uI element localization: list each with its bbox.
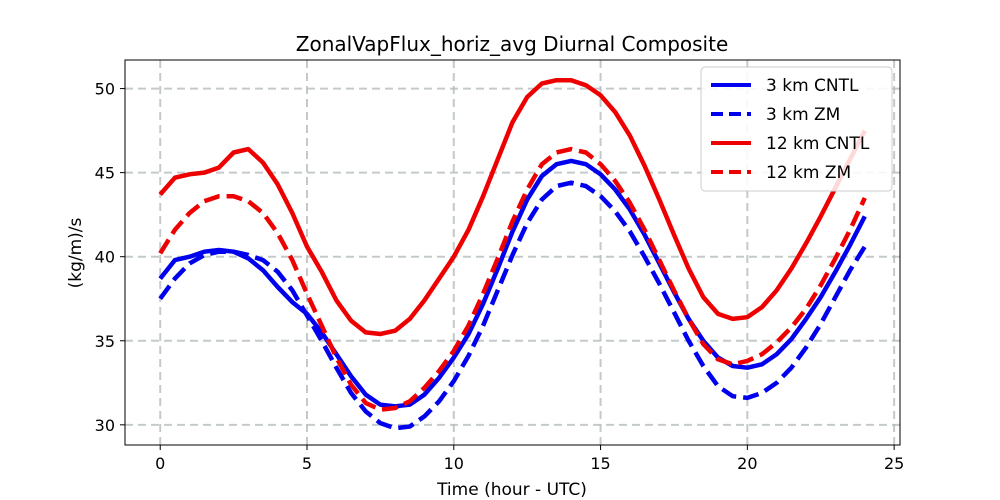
x-tick-label: 25 (884, 454, 904, 473)
series-line-12-km-cntl (158, 77, 867, 337)
legend-label-12km-zm: 12 km ZM (766, 163, 851, 183)
y-tick-label: 35 (95, 332, 115, 351)
y-axis-label: (kg/m)/s (66, 217, 86, 288)
series-line-12-km-zm (158, 146, 867, 412)
legend: 3 km CNTL 3 km ZM 12 km CNTL 12 km ZM (700, 66, 893, 192)
x-tick-label: 0 (155, 454, 165, 473)
x-tick-label: 5 (302, 454, 312, 473)
plot-frame (124, 59, 901, 446)
x-tick-label: 15 (590, 454, 610, 473)
y-tick-label: 45 (95, 164, 115, 183)
y-tick-label: 40 (95, 248, 115, 267)
y-tick-label: 50 (95, 80, 115, 99)
x-tick-label: 20 (737, 454, 757, 473)
series-line-3-km-zm (158, 180, 867, 431)
legend-label-3km-zm: 3 km ZM (766, 105, 840, 125)
x-tick-label: 10 (444, 454, 464, 473)
y-tick-label: 30 (95, 416, 115, 435)
legend-label-3km-cntl: 3 km CNTL (766, 76, 859, 96)
x-axis-label: Time (hour - UTC) (436, 480, 587, 500)
chart-title: ZonalVapFlux_horiz_avg Diurnal Composite (296, 32, 729, 56)
legend-label-12km-cntl: 12 km CNTL (766, 134, 870, 154)
series-line-3-km-cntl (158, 158, 867, 409)
series-layer (158, 77, 867, 431)
ticks: 0 5 10 15 20 25 30 35 40 45 50 (95, 80, 905, 473)
legend-box (700, 66, 893, 192)
